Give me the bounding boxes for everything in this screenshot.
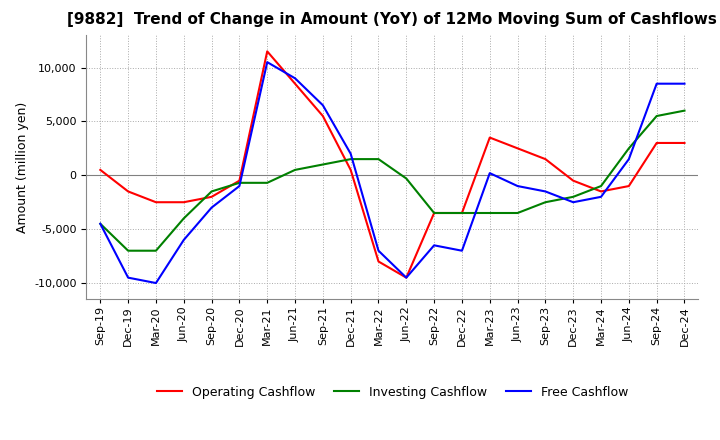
Operating Cashflow	[318, 114, 327, 119]
Operating Cashflow	[652, 140, 661, 146]
Free Cashflow	[152, 280, 161, 286]
Legend: Operating Cashflow, Investing Cashflow, Free Cashflow: Operating Cashflow, Investing Cashflow, …	[152, 381, 633, 404]
Operating Cashflow	[597, 189, 606, 194]
Free Cashflow	[541, 189, 550, 194]
Investing Cashflow	[207, 189, 216, 194]
Line: Investing Cashflow: Investing Cashflow	[100, 110, 685, 251]
Operating Cashflow	[680, 140, 689, 146]
Operating Cashflow	[179, 200, 188, 205]
Investing Cashflow	[402, 176, 410, 181]
Line: Free Cashflow: Free Cashflow	[100, 62, 685, 283]
Operating Cashflow	[541, 157, 550, 162]
Operating Cashflow	[485, 135, 494, 140]
Investing Cashflow	[374, 157, 383, 162]
Free Cashflow	[402, 275, 410, 280]
Investing Cashflow	[179, 216, 188, 221]
Investing Cashflow	[485, 210, 494, 216]
Free Cashflow	[235, 183, 243, 189]
Operating Cashflow	[346, 167, 355, 172]
Free Cashflow	[513, 183, 522, 189]
Investing Cashflow	[541, 200, 550, 205]
Investing Cashflow	[652, 114, 661, 119]
Operating Cashflow	[374, 259, 383, 264]
Investing Cashflow	[318, 162, 327, 167]
Investing Cashflow	[152, 248, 161, 253]
Investing Cashflow	[624, 146, 633, 151]
Free Cashflow	[569, 200, 577, 205]
Free Cashflow	[346, 151, 355, 156]
Operating Cashflow	[152, 200, 161, 205]
Free Cashflow	[680, 81, 689, 86]
Investing Cashflow	[291, 167, 300, 172]
Operating Cashflow	[263, 49, 271, 54]
Operating Cashflow	[235, 178, 243, 183]
Operating Cashflow	[402, 275, 410, 280]
Free Cashflow	[318, 103, 327, 108]
Free Cashflow	[652, 81, 661, 86]
Line: Operating Cashflow: Operating Cashflow	[100, 51, 685, 278]
Investing Cashflow	[346, 157, 355, 162]
Investing Cashflow	[513, 210, 522, 216]
Investing Cashflow	[263, 180, 271, 186]
Investing Cashflow	[569, 194, 577, 199]
Title: [9882]  Trend of Change in Amount (YoY) of 12Mo Moving Sum of Cashflows: [9882] Trend of Change in Amount (YoY) o…	[68, 12, 717, 27]
Free Cashflow	[485, 170, 494, 176]
Operating Cashflow	[624, 183, 633, 189]
Y-axis label: Amount (million yen): Amount (million yen)	[16, 102, 29, 233]
Operating Cashflow	[207, 194, 216, 199]
Free Cashflow	[207, 205, 216, 210]
Operating Cashflow	[96, 167, 104, 172]
Operating Cashflow	[430, 210, 438, 216]
Investing Cashflow	[597, 183, 606, 189]
Investing Cashflow	[430, 210, 438, 216]
Free Cashflow	[430, 243, 438, 248]
Operating Cashflow	[569, 178, 577, 183]
Operating Cashflow	[124, 189, 132, 194]
Free Cashflow	[124, 275, 132, 280]
Free Cashflow	[179, 237, 188, 242]
Free Cashflow	[458, 248, 467, 253]
Investing Cashflow	[680, 108, 689, 113]
Investing Cashflow	[235, 180, 243, 186]
Free Cashflow	[624, 157, 633, 162]
Investing Cashflow	[124, 248, 132, 253]
Operating Cashflow	[291, 81, 300, 86]
Free Cashflow	[597, 194, 606, 199]
Free Cashflow	[374, 248, 383, 253]
Free Cashflow	[96, 221, 104, 227]
Investing Cashflow	[96, 221, 104, 227]
Operating Cashflow	[513, 146, 522, 151]
Operating Cashflow	[458, 210, 467, 216]
Free Cashflow	[291, 76, 300, 81]
Free Cashflow	[263, 59, 271, 65]
Investing Cashflow	[458, 210, 467, 216]
